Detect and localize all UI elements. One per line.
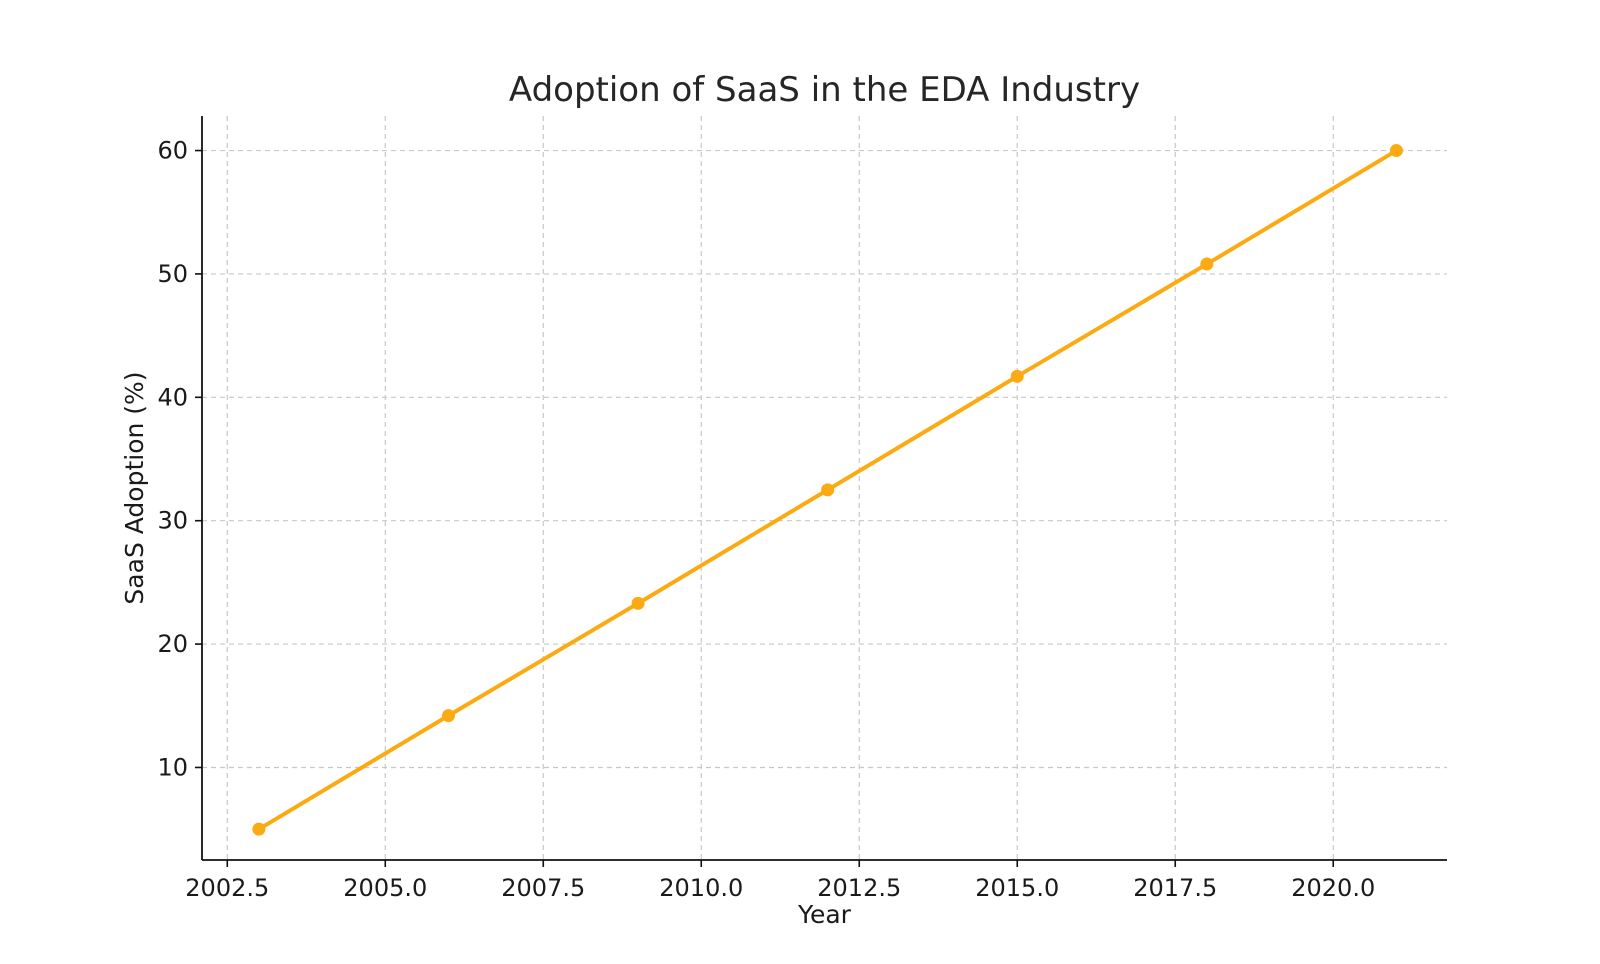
data-point bbox=[252, 822, 266, 836]
y-tick-label: 20 bbox=[157, 630, 188, 658]
x-axis-label: Year bbox=[797, 900, 852, 929]
x-tick-label: 2015.0 bbox=[975, 874, 1059, 902]
y-tick-label: 10 bbox=[157, 753, 188, 781]
y-tick-label: 40 bbox=[157, 383, 188, 411]
data-point bbox=[1389, 144, 1403, 158]
x-tick-label: 2017.5 bbox=[1133, 874, 1217, 902]
y-tick-label: 30 bbox=[157, 507, 188, 535]
data-point bbox=[1010, 369, 1024, 383]
x-tick-label: 2020.0 bbox=[1291, 874, 1375, 902]
ticks: 2002.5 2005.0 2007.5 2010.0 2012.5 2015.0 2017… bbox=[157, 137, 1375, 902]
y-tick-label: 50 bbox=[157, 260, 188, 288]
axes bbox=[201, 116, 1447, 861]
y-tick-label: 60 bbox=[157, 137, 188, 165]
series bbox=[252, 144, 1403, 836]
x-tick-label: 2010.0 bbox=[659, 874, 743, 902]
data-point bbox=[631, 596, 645, 610]
x-tick-label: 2002.5 bbox=[185, 874, 269, 902]
data-point bbox=[1200, 257, 1214, 271]
data-point bbox=[441, 709, 455, 723]
x-tick-label: 2012.5 bbox=[817, 874, 901, 902]
x-tick-label: 2005.0 bbox=[343, 874, 427, 902]
x-tick-label: 2007.5 bbox=[501, 874, 585, 902]
grid bbox=[202, 116, 1447, 860]
y-axis-label: SaaS Adoption (%) bbox=[120, 371, 149, 604]
chart-title: Adoption of SaaS in the EDA Industry bbox=[509, 70, 1140, 110]
data-point bbox=[821, 483, 835, 497]
